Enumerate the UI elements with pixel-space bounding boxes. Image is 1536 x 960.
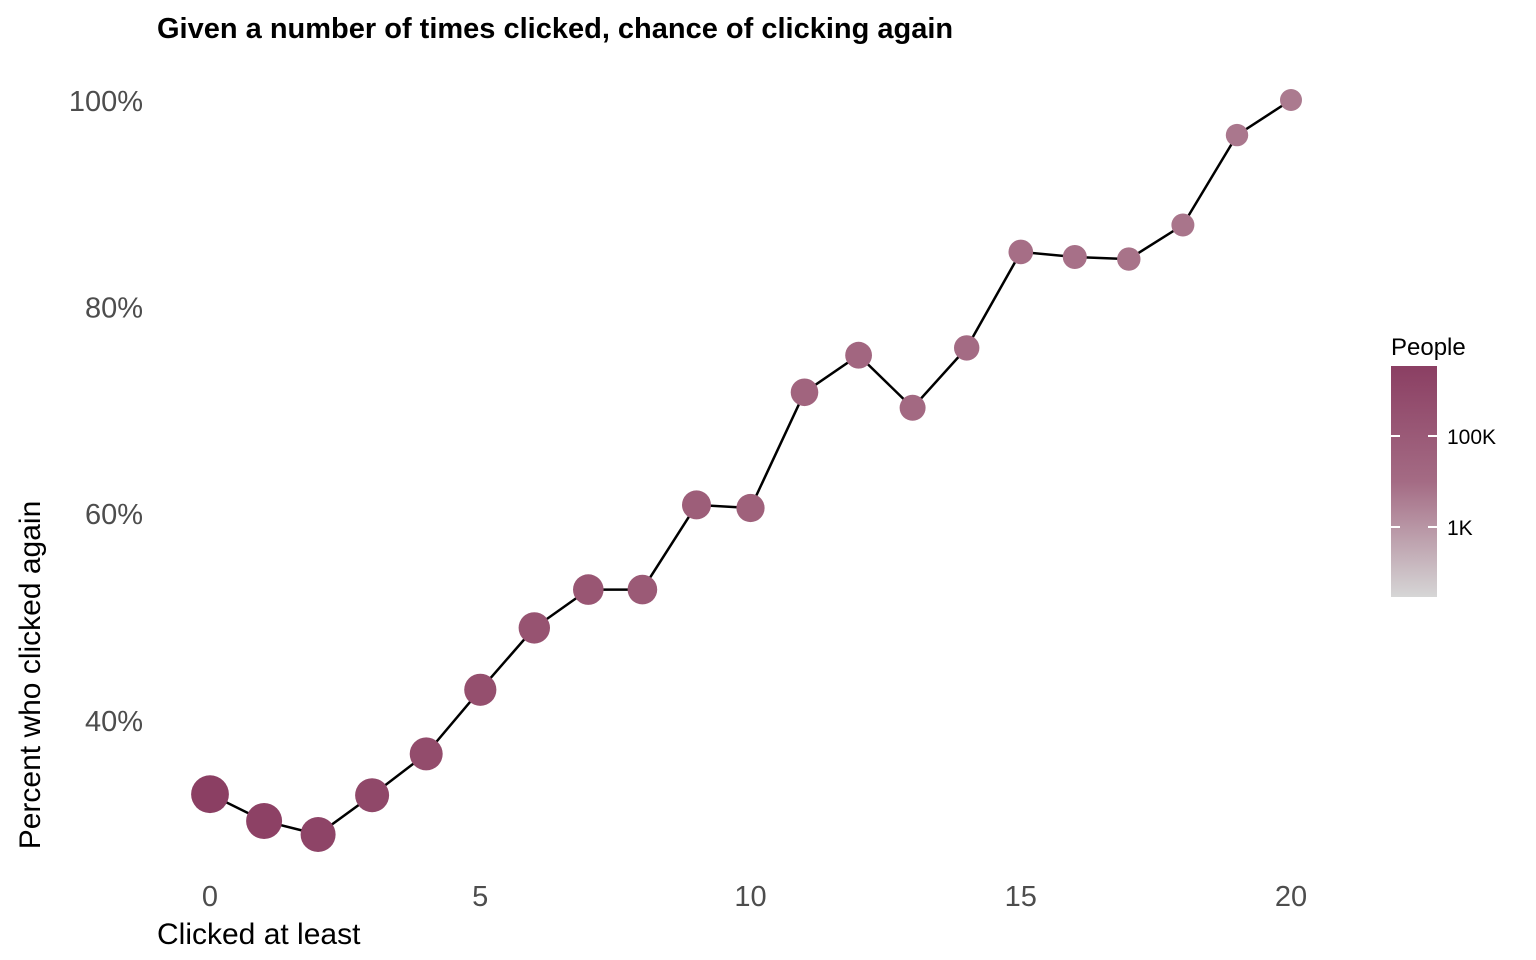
data-point xyxy=(191,775,229,814)
data-point xyxy=(627,574,658,605)
data-point xyxy=(573,574,604,605)
y-tick-label: 40% xyxy=(85,706,143,738)
y-tick-label: 100% xyxy=(69,86,143,118)
y-axis-ticks: 40% 60% 80% 100% xyxy=(69,86,143,738)
data-point xyxy=(845,341,872,369)
legend: People 100K 1K xyxy=(1391,334,1496,597)
x-tick-label: 15 xyxy=(1005,881,1037,913)
data-point xyxy=(1062,245,1087,269)
data-point xyxy=(409,737,443,771)
data-point xyxy=(1117,247,1141,271)
legend-label-1k: 1K xyxy=(1447,517,1473,540)
data-point xyxy=(899,394,926,421)
chart-title: Given a number of times clicked, chance … xyxy=(157,13,953,45)
legend-color-bar xyxy=(1391,366,1437,597)
x-tick-label: 20 xyxy=(1275,881,1307,913)
data-point xyxy=(355,778,390,813)
data-point xyxy=(1171,213,1195,237)
x-tick-label: 5 xyxy=(472,881,488,913)
x-tick-label: 0 xyxy=(202,881,218,913)
data-point xyxy=(790,378,819,407)
data-point xyxy=(1225,123,1249,147)
y-tick-label: 60% xyxy=(85,499,143,531)
data-point xyxy=(300,817,336,852)
legend-title: People xyxy=(1391,334,1466,361)
x-tick-label: 10 xyxy=(734,881,766,913)
data-point xyxy=(682,490,711,520)
legend-label-100k: 100K xyxy=(1447,426,1496,449)
series-line xyxy=(209,98,1292,836)
x-axis-title: Clicked at least xyxy=(157,918,361,951)
data-point xyxy=(736,493,765,523)
data-point xyxy=(954,335,980,361)
data-point xyxy=(1008,239,1034,265)
x-axis-ticks: 0 5 10 15 20 xyxy=(202,881,1307,913)
data-point xyxy=(1280,89,1302,111)
data-point xyxy=(246,803,283,839)
y-axis-title: Percent who clicked again xyxy=(14,501,47,850)
data-point xyxy=(518,612,550,644)
y-tick-label: 80% xyxy=(85,293,143,325)
data-points xyxy=(191,89,1302,852)
data-point xyxy=(464,673,497,706)
